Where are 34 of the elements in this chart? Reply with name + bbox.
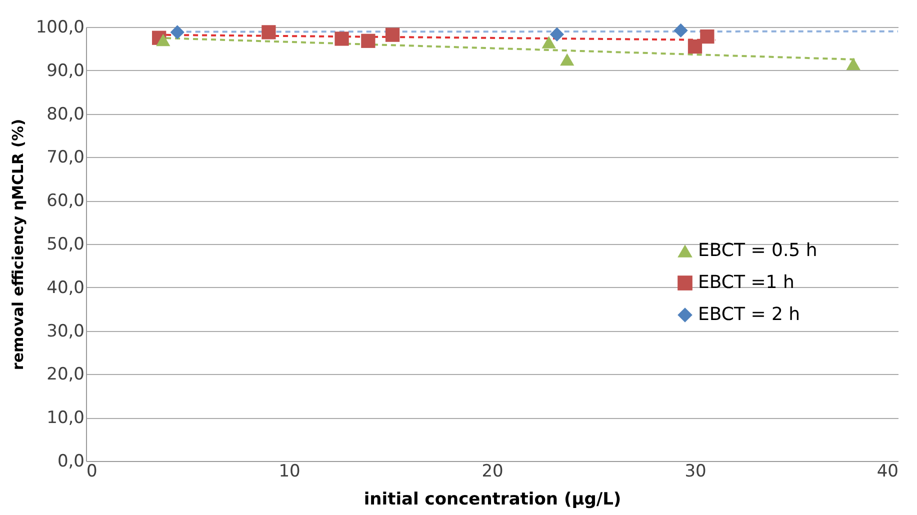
- y-tick-label: 0,0: [57, 452, 84, 472]
- x-tick-label: 10: [278, 462, 300, 482]
- point: [262, 25, 276, 40]
- y-axis-title: removal efficiency ηMCLR (%): [8, 118, 27, 370]
- y-tick-label: 100,0: [36, 18, 84, 38]
- point: [542, 36, 556, 48]
- y-tick-label: 10,0: [46, 408, 84, 428]
- point: [560, 53, 574, 66]
- point: [846, 58, 860, 70]
- x-tick-label: 40: [876, 462, 898, 482]
- x-axis-title: initial concentration (µg/L): [364, 490, 622, 510]
- point: [334, 32, 349, 46]
- y-tick-label: 70,0: [46, 148, 84, 168]
- x-tick-label: 0: [86, 462, 98, 482]
- y-tick-label: 60,0: [46, 191, 84, 212]
- y-tick-label: 80,0: [46, 104, 84, 124]
- point: [156, 34, 170, 46]
- point: [170, 25, 184, 40]
- point: [385, 28, 400, 42]
- legend-label: EBCT = 0.5 h: [698, 240, 818, 261]
- legend-label: EBCT =1 h: [698, 272, 794, 293]
- x-tick-label: 30: [684, 462, 706, 482]
- y-tick-label: 40,0: [46, 278, 84, 298]
- y-tick-label: 30,0: [46, 321, 84, 342]
- y-tick-label: 90,0: [46, 60, 84, 81]
- point: [688, 39, 702, 54]
- point: [674, 23, 688, 38]
- y-tick-label: 50,0: [46, 234, 84, 254]
- x-tick-label: 20: [482, 462, 504, 482]
- legend-label: EBCT = 2 h: [698, 304, 800, 325]
- point: [361, 34, 376, 48]
- point: [550, 27, 564, 42]
- y-tick-label: 20,0: [46, 364, 84, 385]
- point: [700, 29, 714, 44]
